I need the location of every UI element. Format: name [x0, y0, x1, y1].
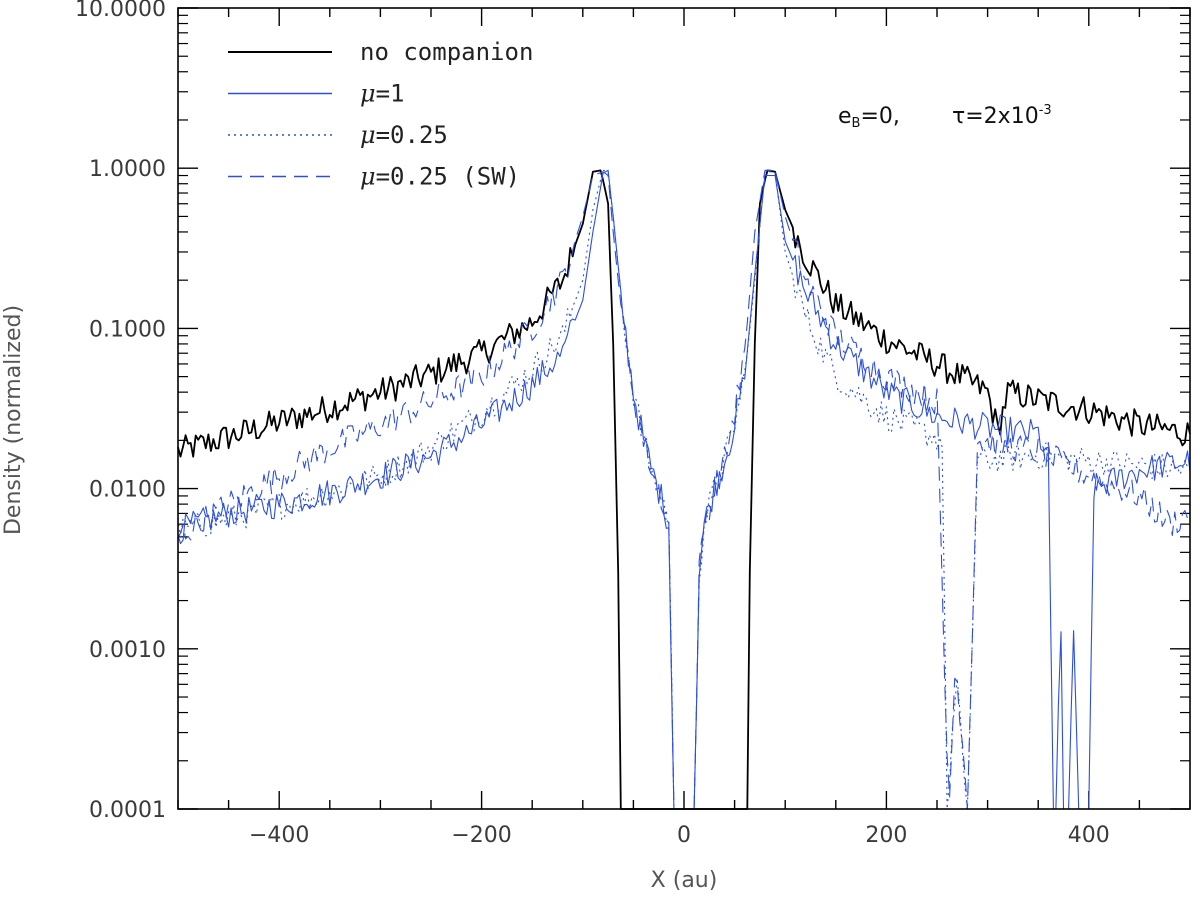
annotation-tau-exponent: -3 — [1039, 103, 1052, 118]
tick-labels: −400 −200 0 200 400 0.0001 0.0010 0.0100 0.1000 1… — [75, 0, 1110, 848]
series-line-3 — [177, 169, 1191, 810]
y-tick-label: 10.0000 — [75, 0, 166, 22]
legend-label-3: μ=0.25 — [360, 121, 448, 149]
legend: no companion μ=1 μ=0.25 μ=0.25 (SW) — [228, 38, 533, 191]
annotation-e-subscript: B — [852, 116, 861, 131]
legend-label-4: μ=0.25 (SW) — [360, 163, 520, 191]
y-tick-label: 0.0100 — [89, 478, 166, 503]
annotation-tau-label: τ=2x10 — [952, 104, 1039, 129]
legend-label-1: no companion — [360, 38, 533, 66]
plot-frame — [177, 7, 1191, 810]
annotation-tau: τ=2x10-3 — [952, 103, 1052, 129]
x-tick-label: 200 — [865, 823, 907, 848]
y-tick-label: 1.0000 — [89, 157, 166, 182]
x-tick-label: −200 — [451, 823, 511, 848]
x-axis-label: X (au) — [651, 868, 718, 893]
annotation-e-value: =0, — [860, 104, 899, 129]
x-tick-label: 400 — [1068, 823, 1110, 848]
x-tick-label: −400 — [249, 823, 309, 848]
y-tick-label: 0.1000 — [89, 317, 166, 342]
annotation-e-label: e — [838, 104, 852, 129]
y-tick-label: 0.0010 — [89, 638, 166, 663]
x-tick-label: 0 — [677, 823, 691, 848]
y-axis-label: Density (normalized) — [1, 305, 26, 535]
y-tick-label: 0.0001 — [89, 798, 166, 823]
axes-ticks — [177, 7, 1191, 810]
legend-label-2: μ=1 — [360, 80, 405, 108]
annotation: eB=0, τ=2x10-3 — [838, 103, 1052, 131]
annotation-ecc: eB=0, — [838, 104, 900, 131]
